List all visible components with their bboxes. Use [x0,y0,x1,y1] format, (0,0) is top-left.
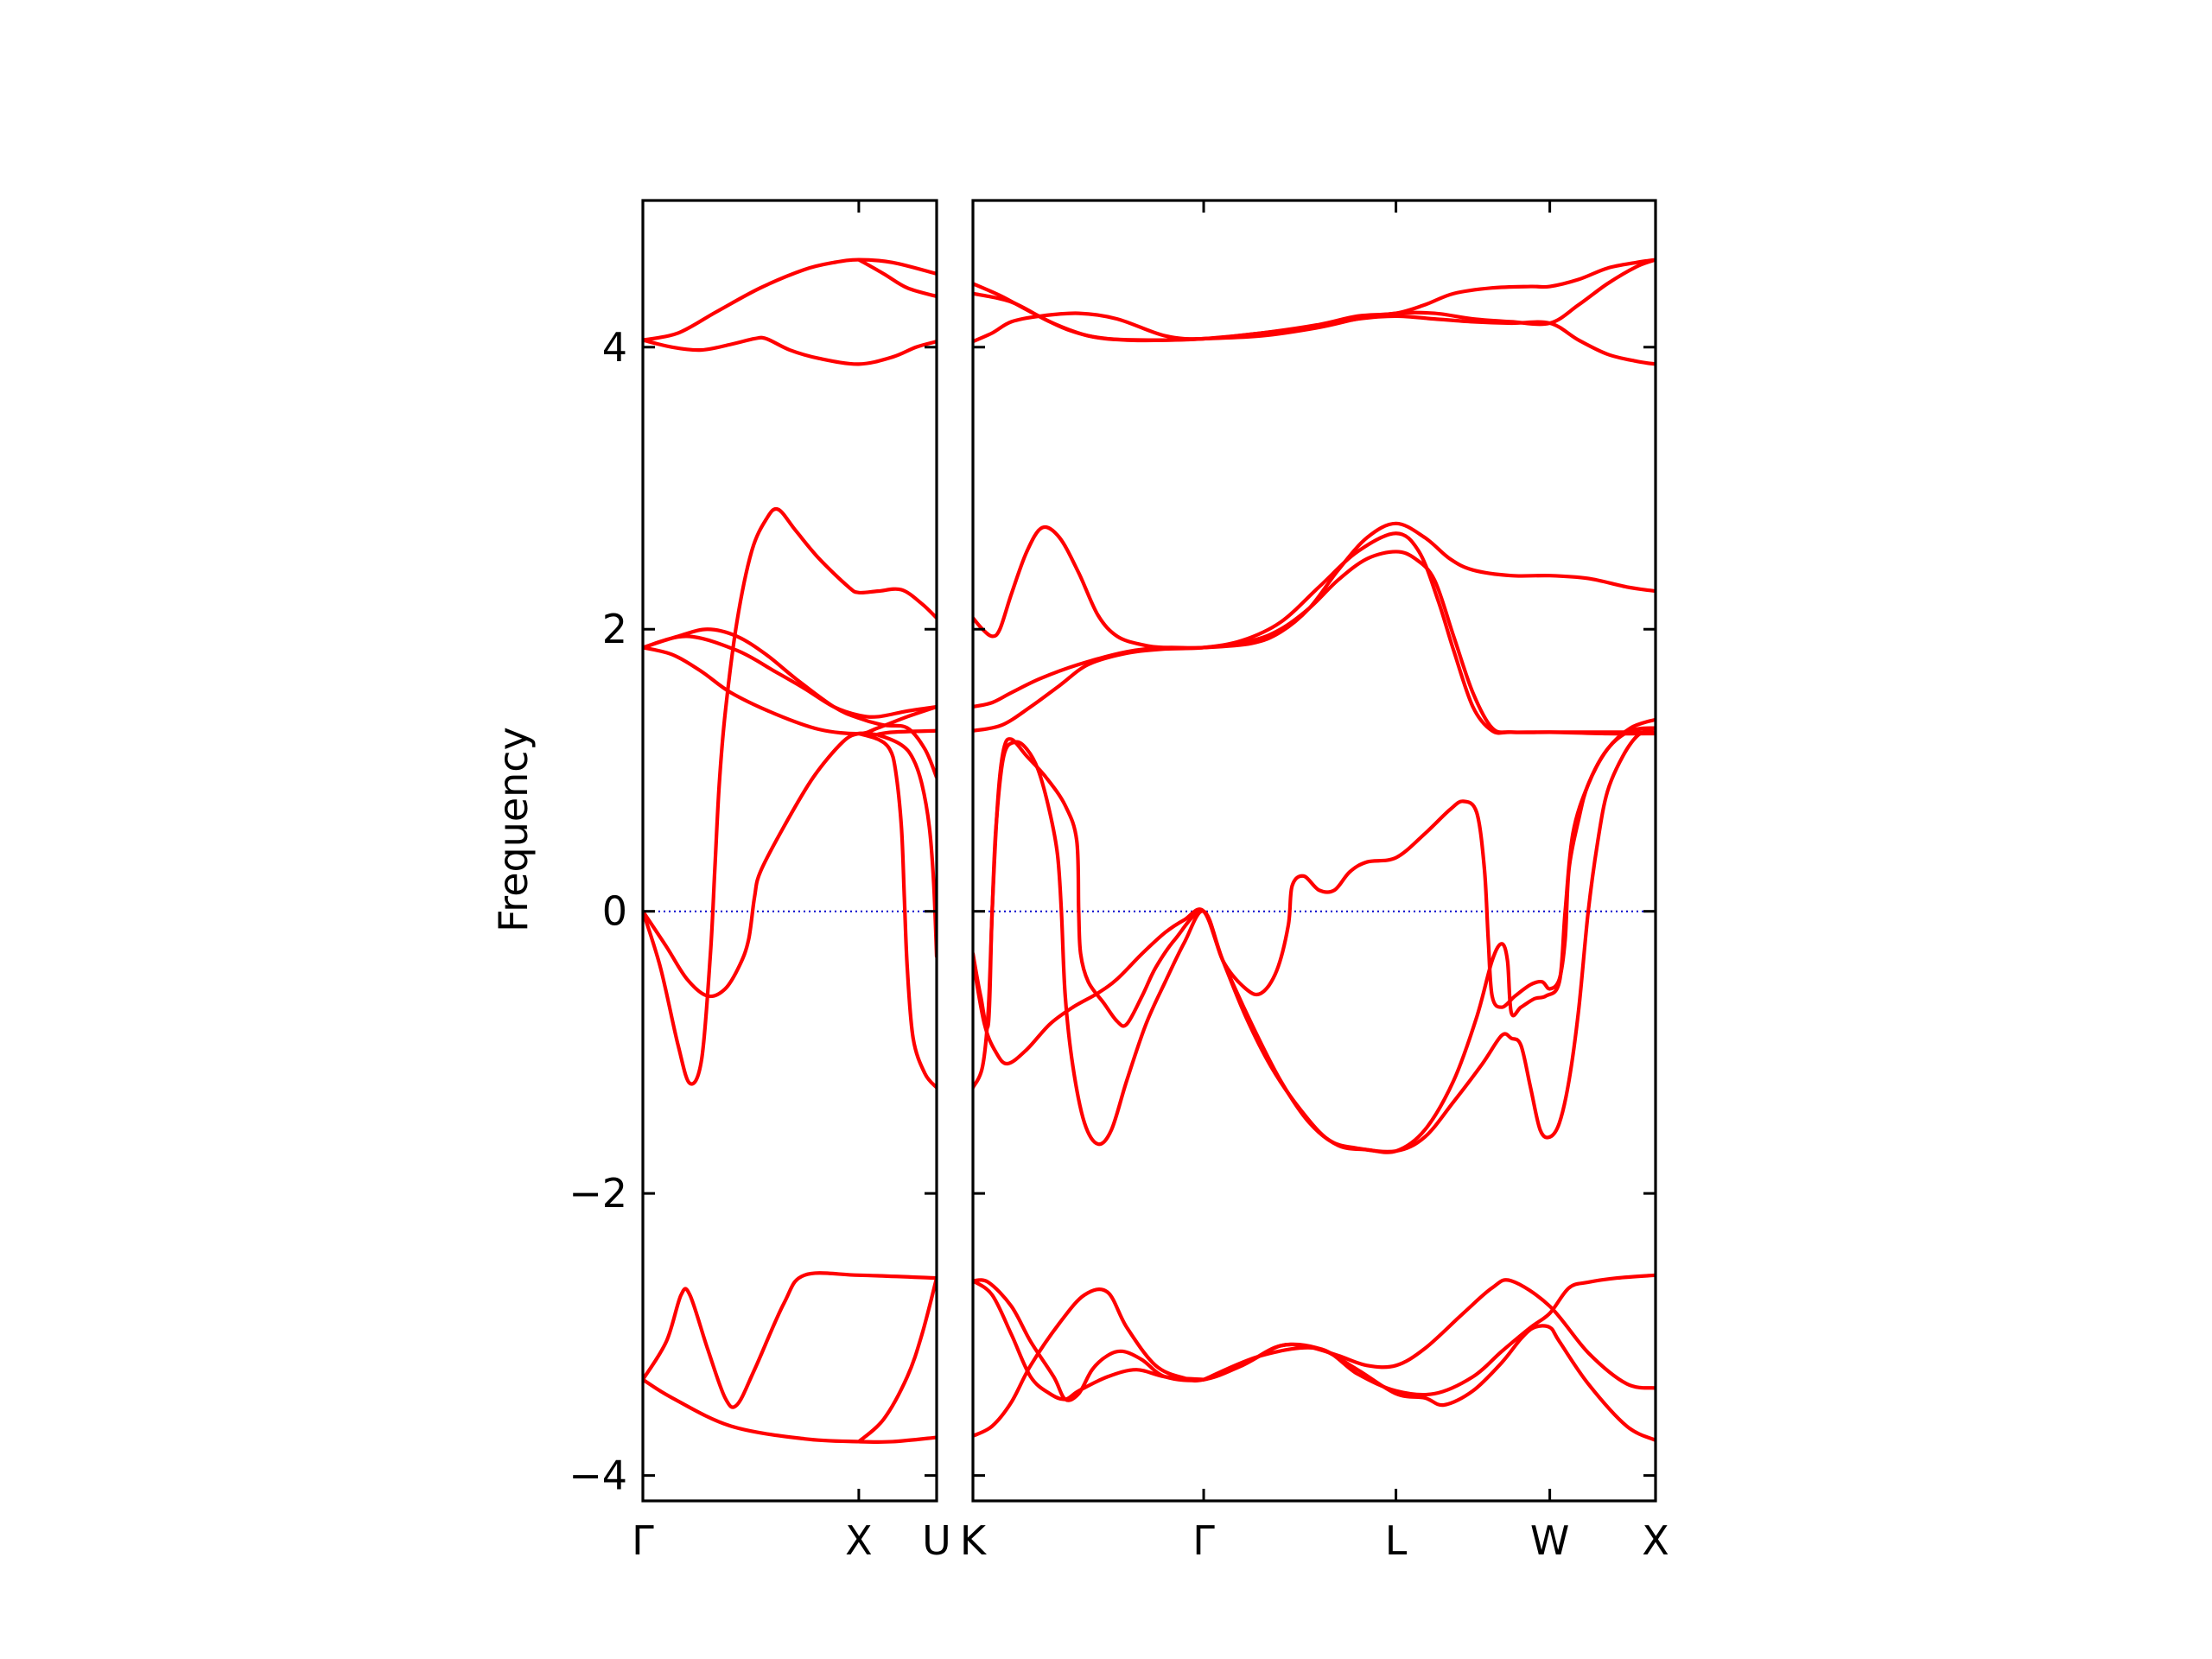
y-axis-title: Frequency [490,727,537,932]
x-tick-label: K [960,1517,988,1564]
bands-group [973,257,1656,1442]
band-line-11 [643,335,937,366]
x-tick-label: L [1385,1517,1408,1564]
band-line-13 [973,257,1656,343]
x-tick-label: U [922,1517,951,1564]
band-line-1 [973,1278,1656,1402]
band-line-8 [973,550,1656,734]
band-line-7 [973,726,1656,1030]
band-line-5 [973,726,1656,1154]
band-line-2 [973,1279,1206,1402]
x-tick-label: W [1530,1517,1569,1564]
band-line-10 [973,521,1656,651]
x-tick-label: Γ [632,1517,654,1564]
band-line-5 [643,728,937,999]
band-line-10 [856,731,937,959]
band-line-12 [643,257,937,342]
y-tick-label: 4 [602,324,627,371]
band-line-4 [1201,1273,1656,1397]
bands-group [643,257,937,1445]
band-line-2 [643,1377,937,1445]
band-line-6 [643,645,937,736]
x-tick-label: Γ [1192,1517,1215,1564]
x-tick-label: X [1642,1517,1669,1564]
y-tick-label: −4 [569,1452,627,1499]
band-line-9 [856,731,937,1090]
y-tick-label: 2 [602,606,627,652]
y-tick-label: 0 [602,888,627,935]
band-line-13 [856,257,937,299]
x-tick-label: X [845,1517,873,1564]
band-line-7 [643,634,937,719]
band-line-3 [856,1275,937,1444]
plot-frame [971,199,1657,1503]
band-line-8 [643,627,937,779]
panel-left: Γ X U −4 −2 0 2 4 [569,199,951,1564]
band-line-1 [643,1271,937,1409]
y-tick-label: −2 [569,1170,627,1217]
plot-frame [641,199,938,1503]
band-line-12 [973,257,1656,342]
band-line-4 [643,506,937,1086]
y-axis-title-group: Frequency [490,727,537,932]
